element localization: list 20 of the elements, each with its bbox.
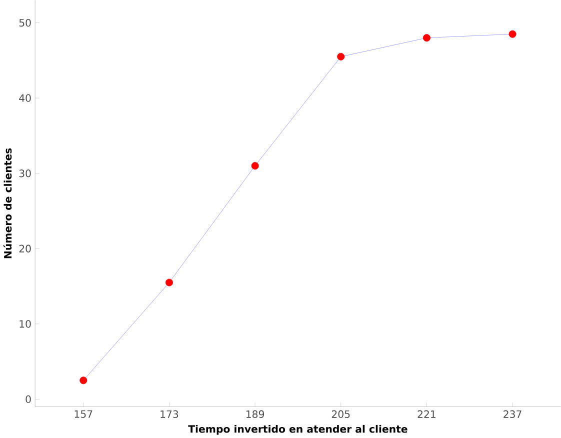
x-tick-label: 237 — [504, 410, 522, 418]
x-axis-title: Tiempo invertido en atender al cliente — [188, 424, 408, 435]
y-tick-label: 40 — [19, 94, 31, 102]
point — [165, 278, 173, 286]
y-axis-title: Número de clientes — [3, 148, 12, 258]
point — [251, 162, 259, 170]
point — [337, 52, 345, 60]
point — [422, 34, 430, 42]
x-tick-label: 157 — [74, 410, 92, 418]
y-tick-label: 50 — [19, 18, 31, 27]
y-tick-label: 20 — [19, 244, 31, 252]
x-tick-label: 221 — [418, 410, 436, 418]
y-tick-label: 0 — [26, 395, 31, 403]
point — [80, 376, 88, 384]
x-tick-label: 205 — [332, 410, 350, 418]
y-tick-label: 10 — [20, 320, 31, 328]
point — [508, 30, 516, 38]
x-tick-label: 189 — [246, 410, 264, 418]
y-tick-label: 30 — [19, 169, 31, 178]
x-tick-label: 173 — [160, 410, 178, 418]
